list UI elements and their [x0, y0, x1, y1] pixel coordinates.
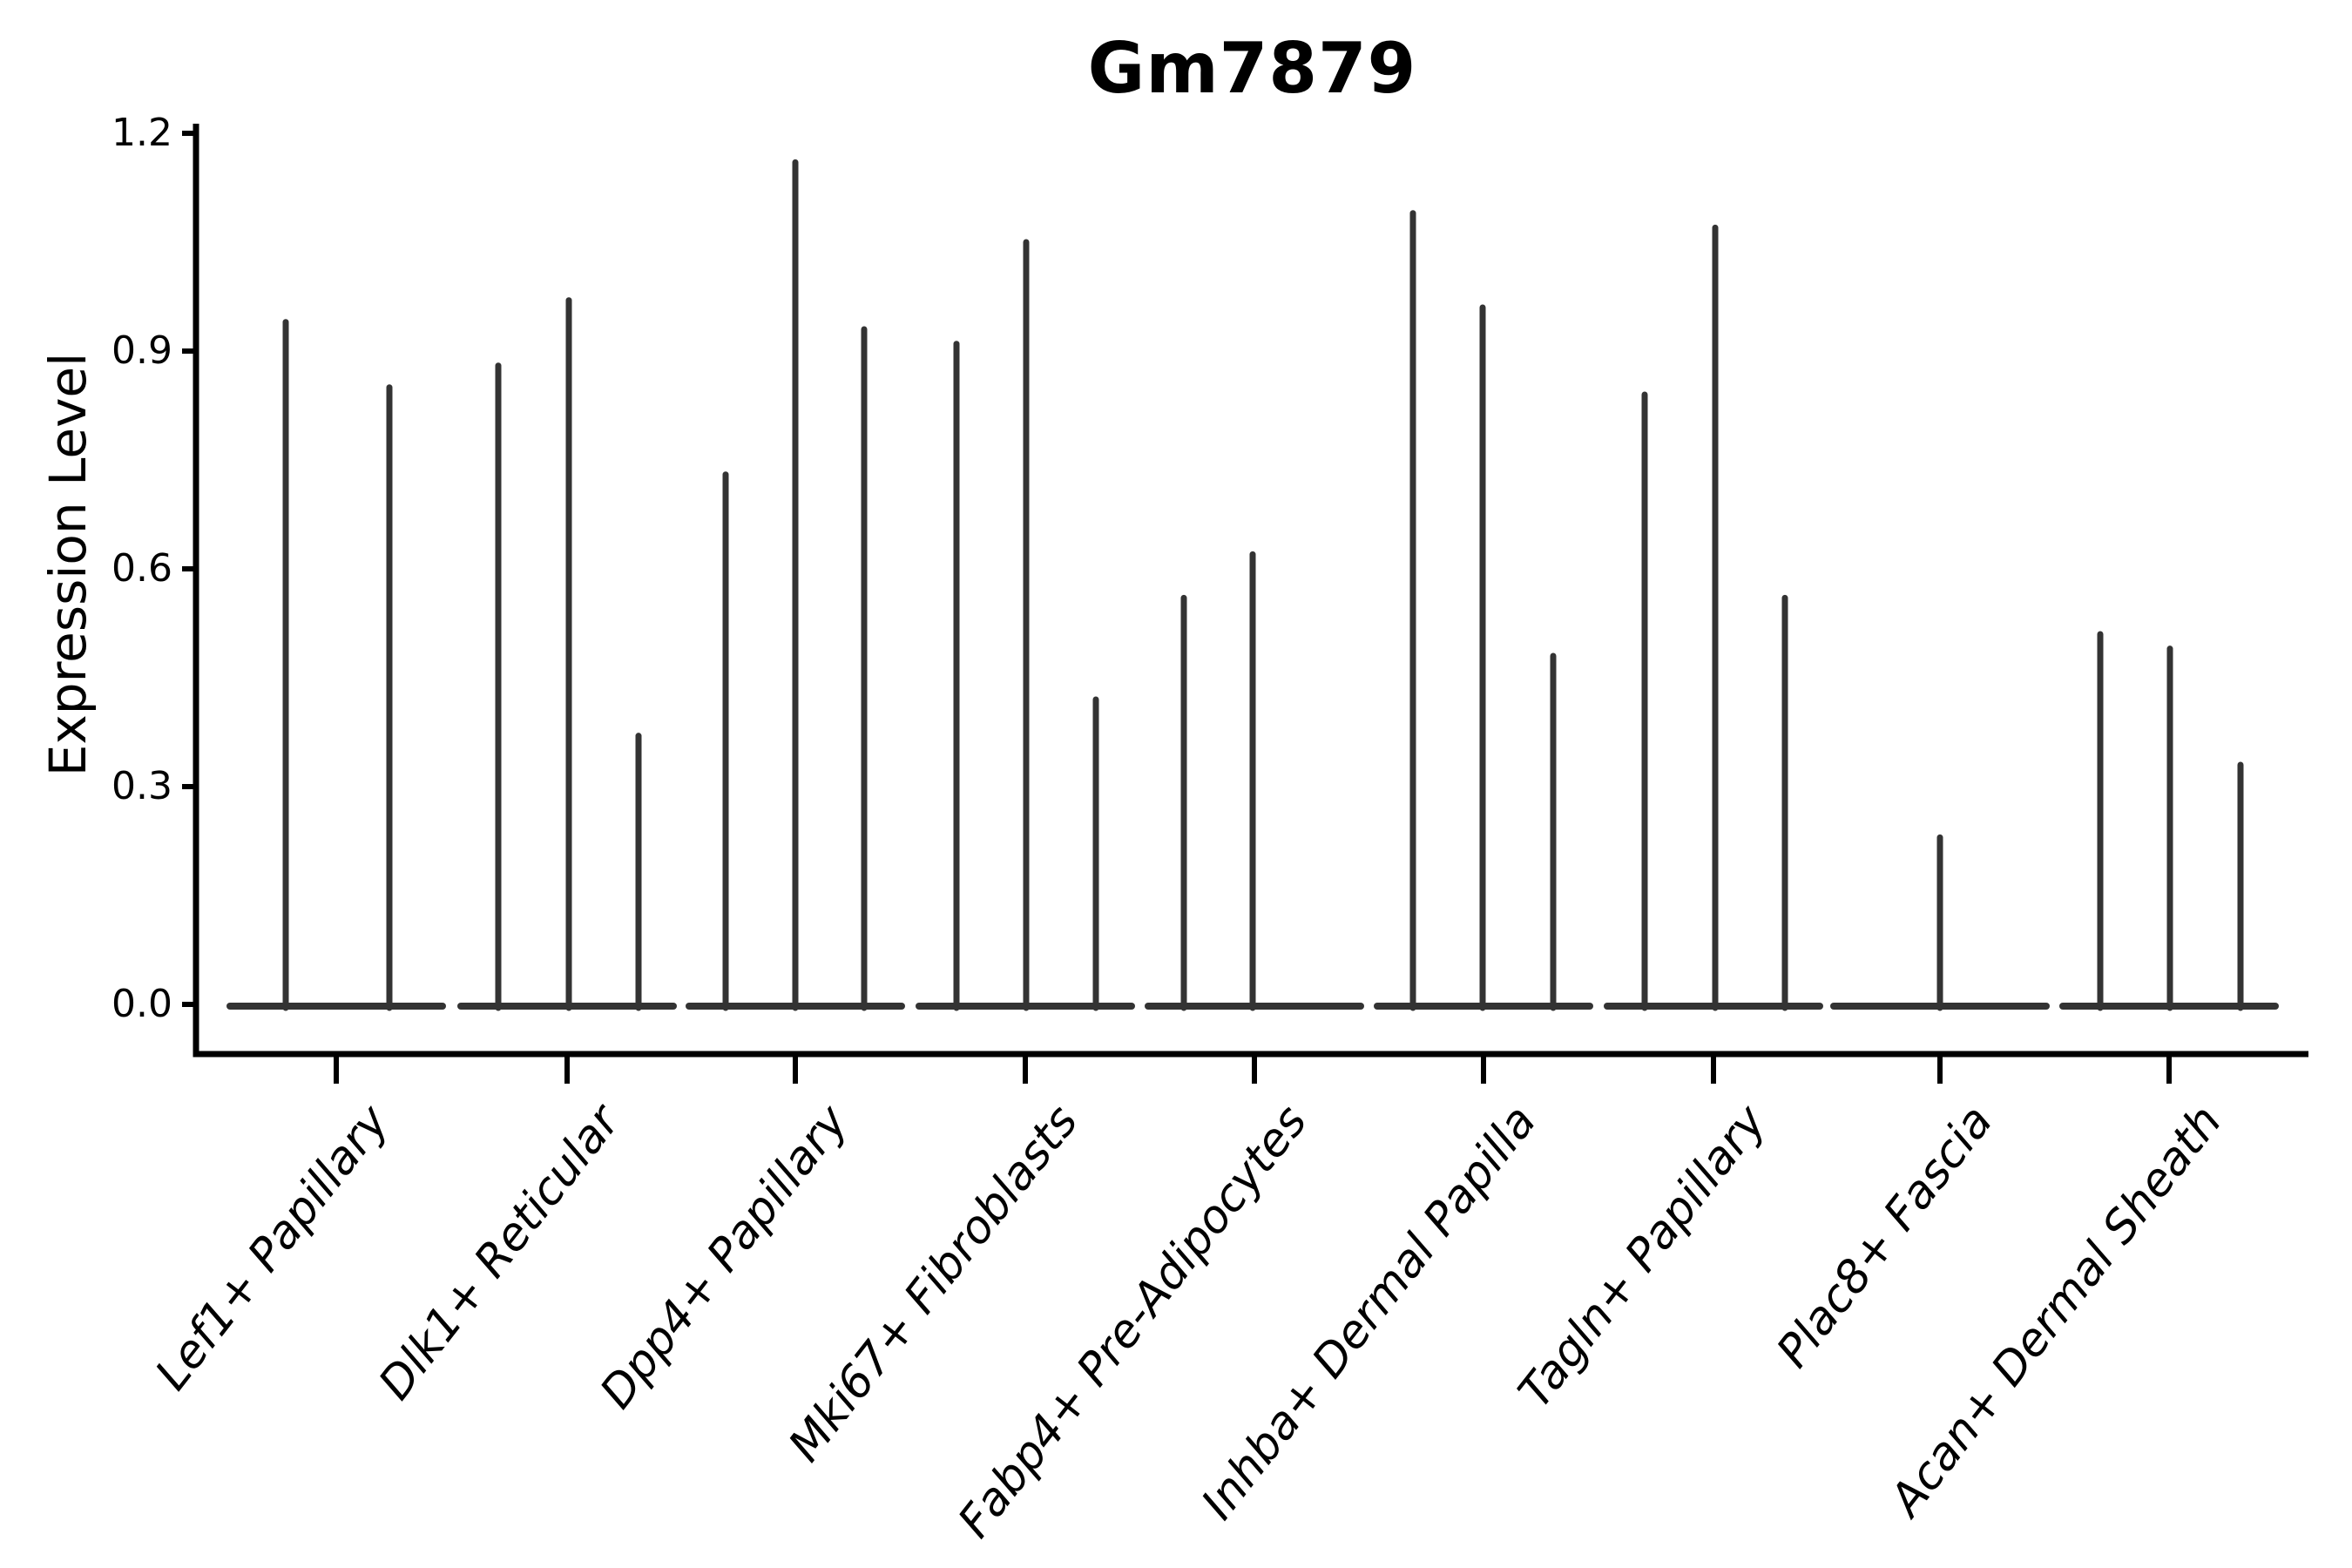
y-tick-label: 0.6: [112, 546, 172, 591]
chart-title: Gm7879: [1087, 28, 1417, 109]
y-tick-label: 1.2: [112, 111, 172, 156]
y-tick-label: 0.3: [112, 764, 172, 808]
y-tick-label: 0.9: [112, 328, 172, 374]
y-tick-label: 0.0: [112, 982, 172, 1026]
